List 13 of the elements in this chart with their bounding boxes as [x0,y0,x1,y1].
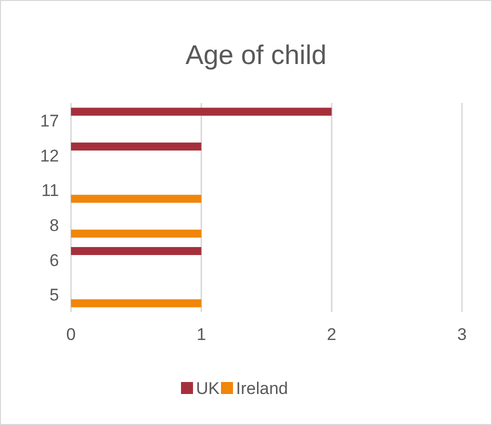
y-tick-label: 12 [40,146,59,166]
y-tick-label: 17 [40,111,59,130]
x-tick-label: 1 [196,325,206,344]
legend-label: Ireland [236,379,288,398]
x-tick-label: 0 [66,325,76,344]
y-tick-label: 6 [50,250,59,270]
x-tick-label: 3 [457,325,467,344]
y-tick-label: 8 [50,216,59,235]
y-tick-label: 11 [41,181,59,200]
chart-title: Age of child [185,40,327,70]
legend-label: UK [196,379,220,398]
x-tick-label: 2 [326,325,336,344]
y-tick-label: 5 [50,286,59,305]
